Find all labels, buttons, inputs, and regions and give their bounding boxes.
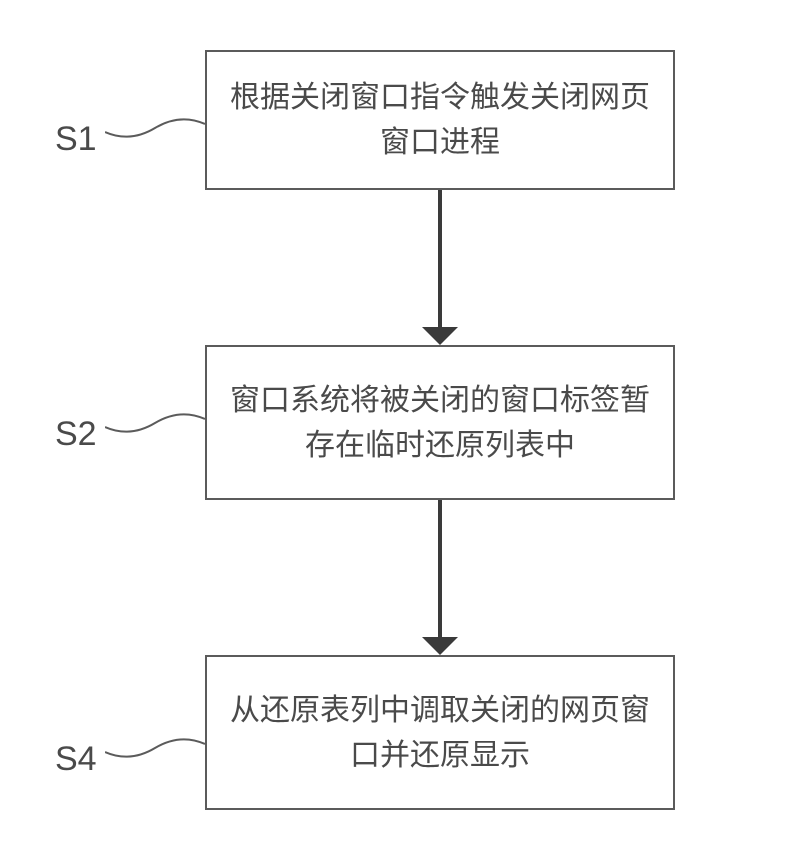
flowchart-node-s2-text: 窗口系统将被关闭的窗口标签暂存在临时还原列表中 xyxy=(227,378,653,468)
connector-squiggle-s4 xyxy=(105,733,205,763)
flowchart-label-s4: S4 xyxy=(55,740,97,779)
flowchart-node-s1: 根据关闭窗口指令触发关闭网页窗口进程 xyxy=(205,50,675,190)
flowchart-label-s2: S2 xyxy=(55,415,97,454)
arrow-line xyxy=(438,500,442,637)
flowchart-node-s2: 窗口系统将被关闭的窗口标签暂存在临时还原列表中 xyxy=(205,345,675,500)
connector-squiggle-s1 xyxy=(105,113,205,143)
arrow-line xyxy=(438,190,442,327)
arrow-head-icon xyxy=(422,637,458,655)
flowchart-node-s4: 从还原表列中调取关闭的网页窗口并还原显示 xyxy=(205,655,675,810)
flowchart-label-s1: S1 xyxy=(55,120,97,159)
flowchart-canvas: 根据关闭窗口指令触发关闭网页窗口进程 S1 窗口系统将被关闭的窗口标签暂存在临时… xyxy=(0,0,800,867)
label-s1-text: S1 xyxy=(55,120,97,158)
flowchart-node-s4-text: 从还原表列中调取关闭的网页窗口并还原显示 xyxy=(227,688,653,778)
flowchart-node-s1-text: 根据关闭窗口指令触发关闭网页窗口进程 xyxy=(227,75,653,165)
connector-squiggle-s2 xyxy=(105,408,205,438)
label-s4-text: S4 xyxy=(55,740,97,778)
label-s2-text: S2 xyxy=(55,415,97,453)
arrow-head-icon xyxy=(422,327,458,345)
